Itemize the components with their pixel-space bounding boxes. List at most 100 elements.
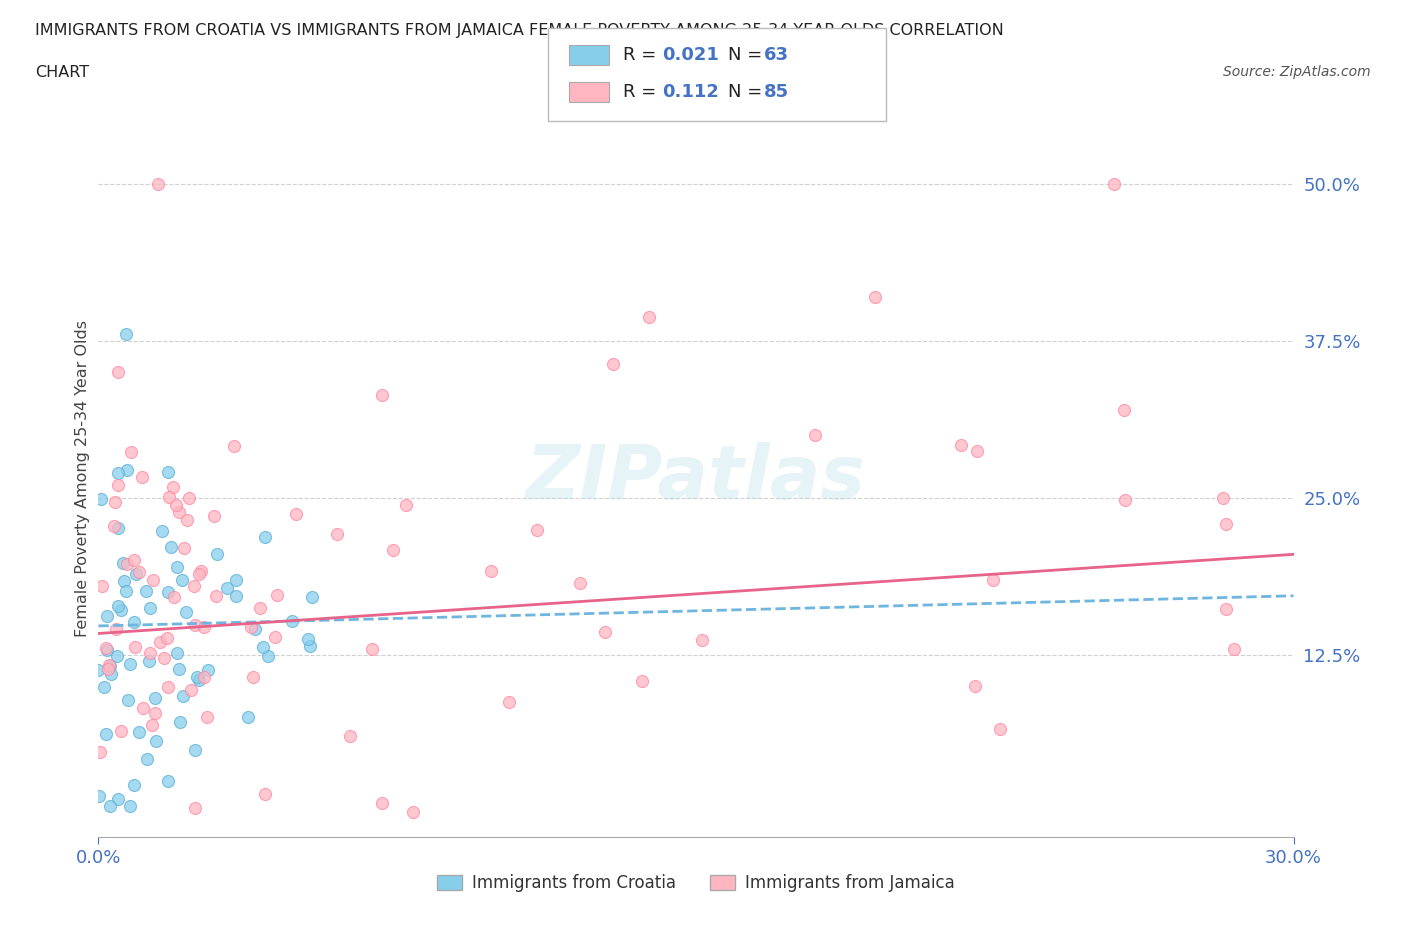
Point: [1215, 602, 1237, 617]
Point: [107, 791, 129, 806]
Point: [1223, 641, 1246, 656]
Point: [105, 648, 128, 663]
Point: [963, 679, 986, 694]
Point: [256, 649, 278, 664]
Point: [395, 498, 418, 512]
Point: [983, 572, 1005, 587]
Point: [1112, 403, 1135, 418]
Point: [138, 645, 160, 660]
Point: [120, 657, 142, 671]
Point: [863, 290, 886, 305]
Point: [242, 669, 264, 684]
Text: N =: N =: [728, 46, 768, 64]
Point: [526, 523, 548, 538]
Point: [205, 589, 228, 604]
Point: [93, 679, 115, 694]
Point: [90, 491, 112, 506]
Point: [280, 613, 302, 628]
Point: [949, 437, 972, 452]
Text: N =: N =: [728, 83, 768, 101]
Point: [225, 589, 247, 604]
Point: [169, 714, 191, 729]
Point: [602, 356, 624, 371]
Point: [98, 798, 122, 813]
Point: [97, 658, 120, 672]
Point: [143, 691, 166, 706]
Point: [115, 327, 138, 342]
Point: [479, 565, 502, 579]
Text: R =: R =: [623, 83, 668, 101]
Point: [172, 572, 194, 587]
Point: [188, 672, 211, 687]
Text: IMMIGRANTS FROM CROATIA VS IMMIGRANTS FROM JAMAICA FEMALE POVERTY AMONG 25-34 YE: IMMIGRANTS FROM CROATIA VS IMMIGRANTS FR…: [35, 23, 1004, 38]
Point: [157, 680, 180, 695]
Point: [156, 631, 179, 645]
Point: [180, 683, 202, 698]
Point: [166, 560, 188, 575]
Point: [104, 622, 127, 637]
Point: [117, 693, 139, 708]
Point: [124, 640, 146, 655]
Point: [1114, 492, 1136, 507]
Point: [96, 609, 118, 624]
Point: [690, 633, 713, 648]
Point: [264, 630, 287, 644]
Point: [190, 564, 212, 578]
Text: 85: 85: [763, 83, 789, 101]
Point: [142, 573, 165, 588]
Text: 0.112: 0.112: [662, 83, 718, 101]
Point: [89, 745, 111, 760]
Point: [136, 751, 159, 766]
Point: [124, 777, 146, 792]
Point: [122, 552, 145, 567]
Point: [361, 642, 384, 657]
Point: [966, 444, 988, 458]
Point: [187, 567, 209, 582]
Point: [1215, 517, 1237, 532]
Point: [150, 524, 173, 538]
Point: [197, 662, 219, 677]
Text: 63: 63: [763, 46, 789, 64]
Point: [225, 572, 247, 587]
Point: [381, 542, 404, 557]
Point: [132, 700, 155, 715]
Point: [153, 650, 176, 665]
Point: [131, 470, 153, 485]
Point: [1104, 177, 1126, 192]
Point: [157, 489, 180, 504]
Text: 0.021: 0.021: [662, 46, 718, 64]
Point: [224, 438, 246, 453]
Point: [138, 654, 160, 669]
Point: [120, 445, 142, 459]
Point: [138, 600, 160, 615]
Point: [202, 508, 225, 523]
Point: [593, 625, 616, 640]
Point: [128, 565, 150, 579]
Point: [167, 661, 190, 676]
Point: [110, 603, 132, 618]
Point: [143, 705, 166, 720]
Point: [165, 498, 187, 512]
Point: [253, 787, 276, 802]
Point: [107, 478, 129, 493]
Point: [141, 718, 163, 733]
Point: [284, 507, 307, 522]
Point: [157, 584, 180, 599]
Point: [631, 673, 654, 688]
Point: [804, 428, 827, 443]
Point: [568, 576, 591, 591]
Point: [266, 588, 288, 603]
Point: [103, 518, 125, 533]
Point: [498, 694, 520, 709]
Point: [156, 774, 179, 789]
Point: [638, 310, 661, 325]
Point: [207, 547, 229, 562]
Point: [148, 177, 170, 192]
Legend: Immigrants from Croatia, Immigrants from Jamaica: Immigrants from Croatia, Immigrants from…: [429, 866, 963, 900]
Point: [156, 465, 179, 480]
Point: [249, 600, 271, 615]
Point: [186, 670, 208, 684]
Point: [128, 724, 150, 739]
Point: [402, 804, 425, 819]
Point: [120, 798, 142, 813]
